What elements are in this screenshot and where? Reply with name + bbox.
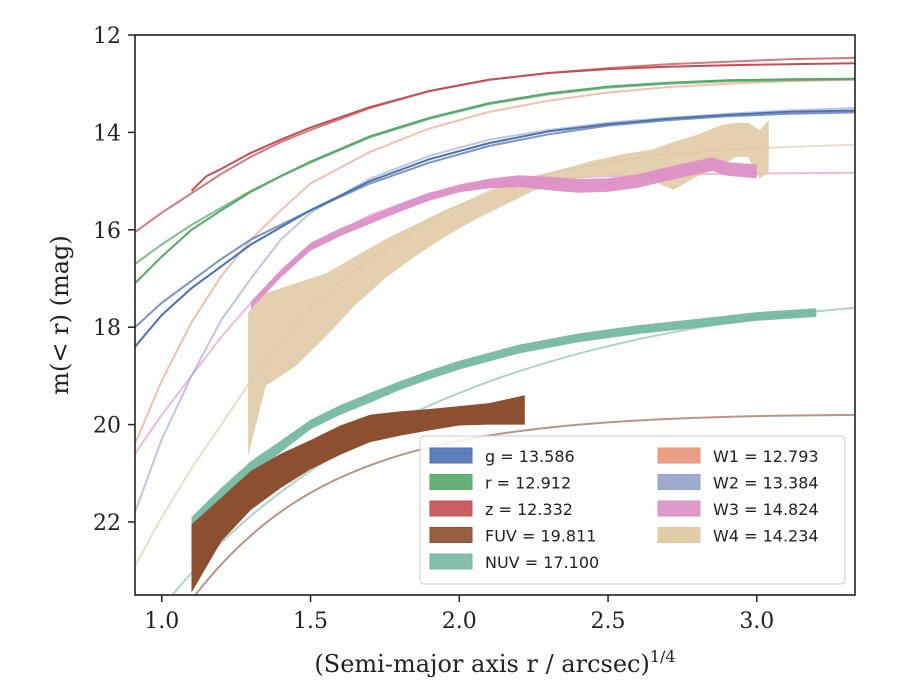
series-w1-line [135, 78, 855, 445]
legend-label: W3 = 14.824 [713, 500, 819, 519]
legend-swatch [429, 474, 473, 490]
legend-label: W1 = 12.793 [713, 447, 819, 466]
legend-label: FUV = 19.811 [485, 527, 596, 546]
legend-label: g = 13.586 [485, 447, 575, 466]
legend-label: NUV = 17.100 [485, 553, 599, 572]
series-g-line-alt [135, 109, 855, 348]
x-axis-label-text: (Semi-major axis r / arcsec) [314, 650, 649, 678]
series-g-line [135, 111, 855, 328]
legend-swatch [657, 527, 701, 543]
series-nuv-band [191, 308, 817, 552]
series-fuv-band [191, 395, 525, 593]
y-tick-label: 12 [93, 24, 121, 49]
legend-swatch [429, 447, 473, 464]
y-tick-label: 16 [93, 219, 121, 244]
x-axis-label-exponent: 1/4 [650, 647, 676, 666]
x-tick-label: 1.0 [144, 609, 179, 634]
legend-swatch [657, 500, 701, 517]
legend-swatch [429, 553, 473, 570]
plot-area [135, 56, 855, 595]
legend-label: W4 = 14.234 [713, 527, 819, 546]
x-axis-label: (Semi-major axis r / arcsec)1/4 [314, 647, 675, 678]
y-axis-label-text: m(< r) (mag) [46, 235, 74, 394]
plot-frame [134, 34, 856, 596]
legend-swatch [657, 474, 701, 490]
x-tick-label: 1.5 [293, 609, 328, 634]
x-tick-label: 3.0 [739, 609, 774, 634]
legend-label: r = 12.912 [485, 474, 571, 493]
series-w3-band [251, 157, 757, 310]
series-r-line-alt [135, 77, 855, 285]
y-tick-label: 18 [93, 316, 121, 341]
y-tick-label: 22 [93, 511, 121, 536]
y-tick-label: 20 [93, 414, 121, 439]
x-tick-label: 2.5 [591, 609, 626, 634]
legend-box [419, 435, 846, 585]
legend-swatch [429, 527, 473, 543]
y-tick-label: 14 [93, 121, 121, 146]
legend-swatch [429, 500, 473, 517]
y-axis-label: m(< r) (mag) [46, 235, 74, 394]
legend-swatch [657, 447, 701, 464]
series-z-line-alt [190, 62, 855, 192]
legend: g = 13.586 r = 12.912 z = 12.332 FUV = 19.8… [419, 435, 846, 585]
legend-label: z = 12.332 [485, 500, 573, 519]
legend-label: W2 = 13.384 [713, 474, 819, 493]
x-tick-label: 2.0 [442, 609, 477, 634]
axes: 1.0 1.5 2.0 2.5 3.0 12 14 16 18 20 22 [93, 24, 774, 634]
